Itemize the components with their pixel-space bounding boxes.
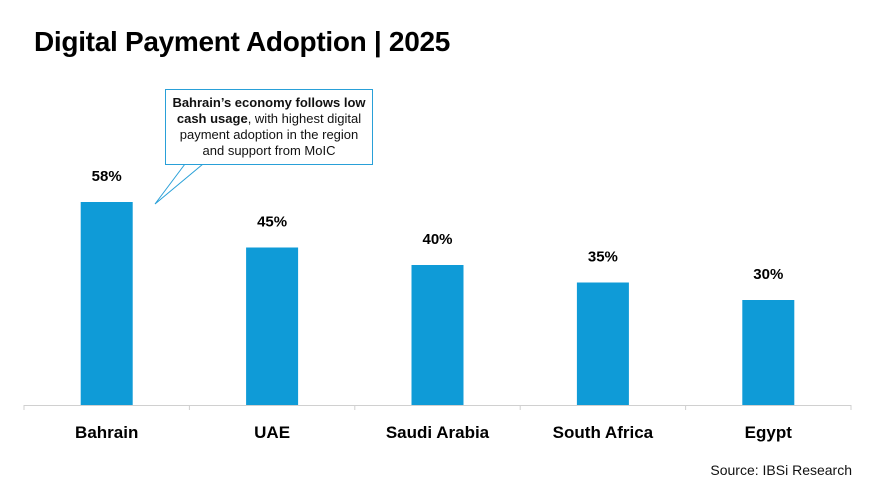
x-axis — [23, 405, 852, 410]
annotation-bold-text: Bahrain’s economy follows low cash usage — [172, 95, 366, 126]
category-label-egypt: Egypt — [745, 423, 793, 442]
source-note: Source: IBSi Research — [710, 462, 852, 478]
bars-group — [80, 202, 795, 405]
category-label-south-africa: South Africa — [553, 423, 654, 442]
value-label-egypt: 30% — [753, 266, 783, 283]
chart-title: Digital Payment Adoption | 2025 — [34, 26, 451, 57]
value-label-uae: 45% — [257, 214, 287, 231]
category-label-uae: UAE — [254, 423, 290, 442]
annotation-text: , with highest digital payment adoption … — [179, 111, 362, 158]
value-labels-group: 58% 45% 40% 35% 30% — [92, 168, 784, 283]
value-label-bahrain: 58% — [92, 168, 122, 185]
bar-egypt — [742, 300, 795, 405]
category-labels-group: Bahrain UAE Saudi Arabia South Africa Egypt — [75, 423, 792, 442]
value-label-south-africa: 35% — [588, 249, 618, 266]
bar-saudi-arabia — [411, 265, 464, 405]
category-label-saudi-arabia: Saudi Arabia — [386, 423, 490, 442]
annotation-callout: Bahrain’s economy follows low cash usage… — [165, 89, 373, 165]
callout-pointer — [154, 163, 204, 205]
value-label-saudi-arabia: 40% — [422, 231, 452, 248]
category-label-bahrain: Bahrain — [75, 423, 138, 442]
bar-south-africa — [576, 282, 629, 405]
bar-uae — [246, 247, 299, 405]
bar-bahrain — [80, 202, 133, 405]
